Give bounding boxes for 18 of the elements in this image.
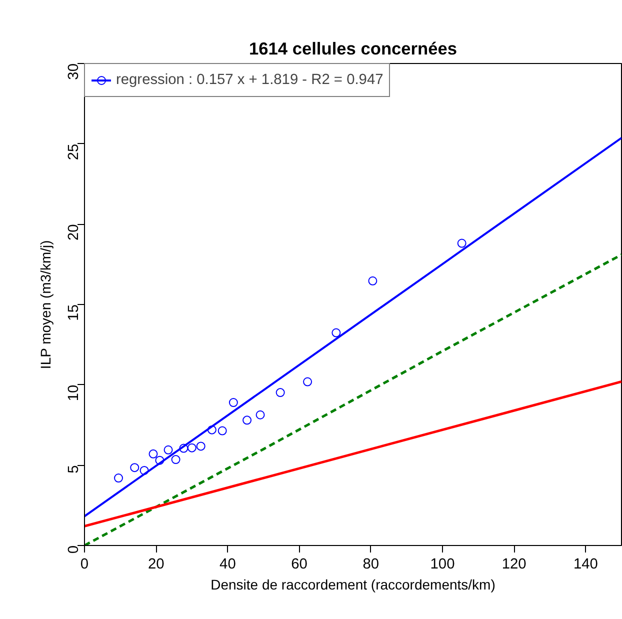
- legend-label: regression : 0.157 x + 1.819 - R2 = 0.947: [116, 72, 384, 88]
- y-axis-title: ILP moyen (m3/km/j): [38, 240, 54, 370]
- x-tick-label: 80: [362, 556, 380, 572]
- y-tick-label: 30: [66, 63, 82, 80]
- x-tick-label: 100: [430, 556, 455, 572]
- x-tick-label: 60: [291, 556, 308, 572]
- x-axis-title: Densite de raccordement (raccordements/km): [210, 576, 496, 592]
- chart-title: 1614 cellules concernées: [248, 38, 458, 58]
- x-tick-label: 20: [148, 556, 164, 572]
- y-tick-label: 25: [66, 144, 82, 160]
- y-tick-label: 5: [66, 465, 82, 474]
- x-tick-label: 40: [220, 556, 236, 572]
- y-tick-label: 10: [66, 384, 82, 402]
- y-tick-label: 20: [66, 224, 82, 240]
- y-tick-label: 15: [66, 304, 82, 321]
- x-tick-label: 140: [573, 556, 598, 572]
- y-tick-label: 0: [66, 545, 82, 554]
- x-tick-label: 120: [502, 556, 526, 572]
